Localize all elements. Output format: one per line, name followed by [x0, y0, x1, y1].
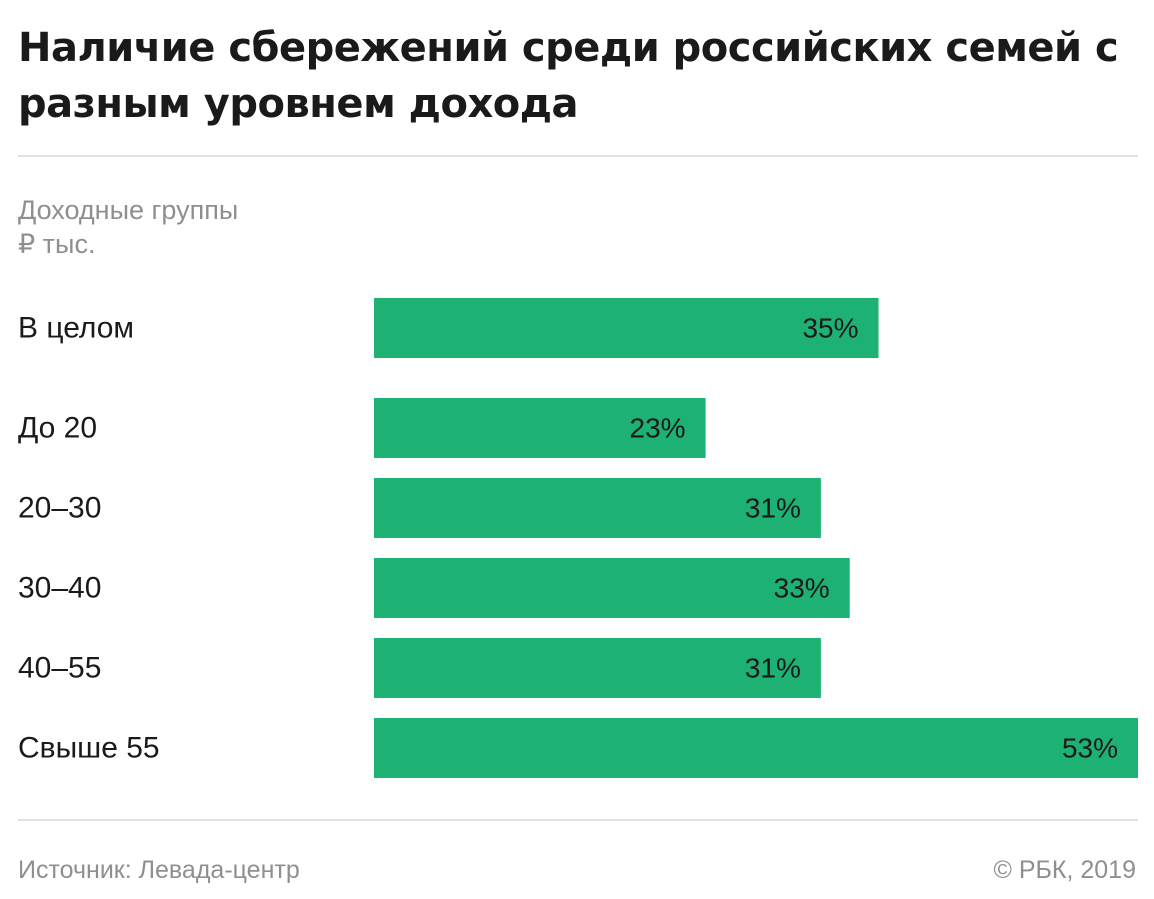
top-divider — [18, 155, 1138, 157]
bottom-divider — [18, 819, 1138, 821]
bars-layer: В целом 35% До 20 23% 20–30 31% 30–40 33% 40–55 3… — [18, 298, 1138, 778]
category-axis-label-line1: Доходные группы — [18, 195, 239, 225]
category-label: 30–40 — [18, 572, 101, 605]
value-label: 31% — [745, 653, 801, 684]
category-label: 20–30 — [18, 492, 101, 525]
bar-30-40 — [374, 558, 850, 618]
bar-40-55 — [374, 638, 821, 698]
copyright-note: © РБК, 2019 — [993, 856, 1136, 884]
value-label: 33% — [774, 573, 830, 604]
category-label: 40–55 — [18, 652, 101, 685]
bar-свыше-55 — [374, 718, 1138, 778]
category-label: До 20 — [18, 412, 97, 445]
bar-в-целом — [374, 298, 879, 358]
category-axis-label-line2: ₽ тыс. — [18, 229, 96, 259]
category-label: В целом — [18, 312, 134, 345]
value-label: 23% — [630, 413, 686, 444]
category-axis-label: Доходные группы ₽ тыс. — [18, 193, 238, 261]
bar-до-20 — [374, 398, 706, 458]
value-label: 31% — [745, 493, 801, 524]
chart-title: Наличие сбережений среди российских семе… — [18, 25, 1119, 127]
category-label: Свыше 55 — [18, 732, 160, 765]
value-label: 53% — [1062, 733, 1118, 764]
source-note: Источник: Левада-центр — [18, 856, 300, 884]
value-label: 35% — [802, 313, 858, 344]
bar-20-30 — [374, 478, 821, 538]
